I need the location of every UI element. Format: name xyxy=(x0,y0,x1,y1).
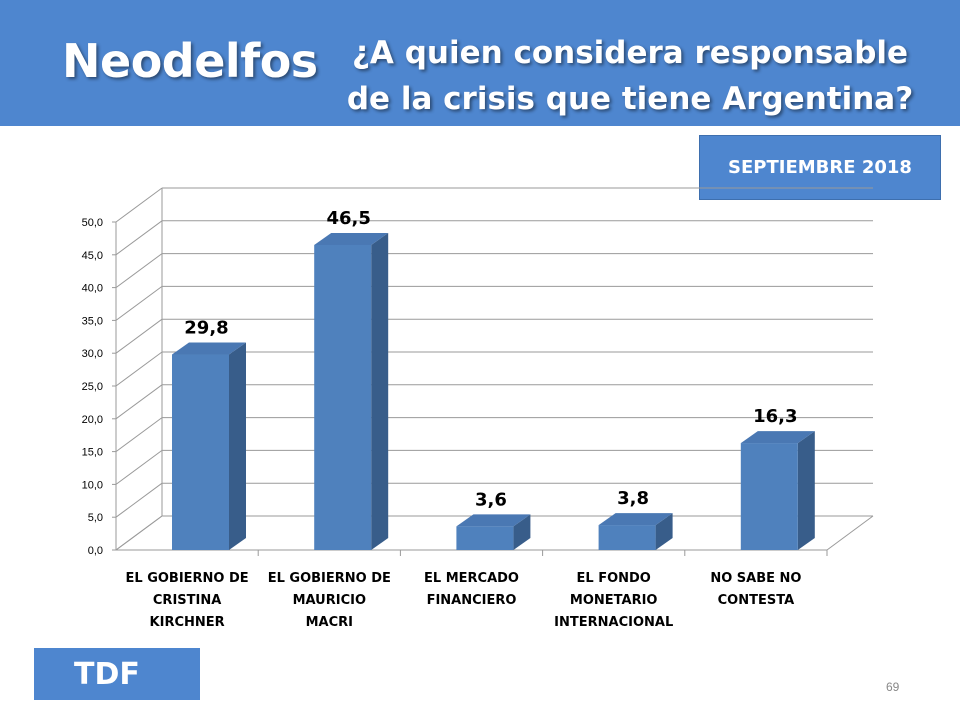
x-category-label: CRISTINA xyxy=(153,593,221,608)
y-tick-label: 45,0 xyxy=(82,250,103,262)
bar xyxy=(314,244,372,550)
question-title: ¿A quien considera responsable de la cri… xyxy=(330,30,930,122)
y-tick-label: 20,0 xyxy=(82,414,103,426)
side-gridline xyxy=(115,449,163,485)
bar-top xyxy=(172,342,246,355)
data-label: 3,8 xyxy=(617,488,649,509)
bar-side xyxy=(655,513,673,550)
side-gridline xyxy=(115,285,163,321)
bar xyxy=(740,443,798,550)
x-category-label: FINANCIERO xyxy=(427,593,517,608)
y-tick-label: 35,0 xyxy=(82,315,103,327)
data-label: 46,5 xyxy=(326,208,370,229)
x-category-label: EL GOBIERNO DE xyxy=(126,571,249,586)
bar-side xyxy=(229,342,246,550)
data-label: 3,6 xyxy=(475,489,507,510)
y-tick-label: 30,0 xyxy=(82,348,103,360)
side-gridline xyxy=(115,417,163,453)
y-tick-label: 5,0 xyxy=(88,512,103,524)
bar xyxy=(456,526,514,550)
x-category-label: NO SABE NO xyxy=(710,571,801,586)
data-label: 16,3 xyxy=(753,406,797,427)
bar-side xyxy=(513,514,531,550)
bar xyxy=(598,525,656,550)
x-category-label: KIRCHNER xyxy=(150,615,225,630)
date-badge: SEPTIEMBRE 2018 xyxy=(699,135,941,200)
x-category-label: MACRI xyxy=(306,615,353,630)
y-tick-label: 10,0 xyxy=(82,479,103,491)
page-number: 69 xyxy=(886,680,900,694)
y-tick-label: 50,0 xyxy=(82,217,103,229)
y-tick-label: 0,0 xyxy=(88,545,103,557)
y-tick-label: 25,0 xyxy=(82,381,103,393)
bar-side xyxy=(371,232,389,550)
x-category-label: EL MERCADO xyxy=(424,571,519,586)
bar-top xyxy=(598,513,673,526)
side-gridline xyxy=(115,253,163,289)
question-line-2: de la crisis que tiene Argentina? xyxy=(346,81,914,117)
tdf-label: TDF xyxy=(34,648,200,700)
y-tick-label: 40,0 xyxy=(82,283,103,295)
bar-top xyxy=(740,431,815,444)
bar-top xyxy=(314,232,389,245)
x-category-label: CONTESTA xyxy=(718,593,795,608)
x-category-label: MAURICIO xyxy=(293,593,366,608)
data-label: 29,8 xyxy=(184,318,228,339)
floor-right-edge xyxy=(826,515,874,551)
side-gridline xyxy=(115,515,163,551)
x-category-label: MONETARIO xyxy=(570,593,658,608)
x-category-label: INTERNACIONAL xyxy=(554,615,673,630)
x-category-label: EL FONDO xyxy=(577,571,651,586)
bar xyxy=(172,354,229,550)
question-line-1: ¿A quien considera responsable xyxy=(351,35,909,71)
x-category-label: EL GOBIERNO DE xyxy=(268,571,391,586)
side-gridline xyxy=(115,318,163,354)
bar-side xyxy=(797,431,815,550)
side-gridline xyxy=(115,384,163,420)
y-tick-label: 15,0 xyxy=(82,447,103,459)
side-gridline xyxy=(115,220,163,256)
side-gridline xyxy=(115,351,163,387)
header-banner: Neodelfos ¿A quien considera responsable… xyxy=(0,0,960,126)
brand-title: Neodelfos xyxy=(62,34,318,88)
side-gridline xyxy=(115,482,163,518)
side-gridline xyxy=(115,187,163,223)
bar-top xyxy=(456,514,531,527)
